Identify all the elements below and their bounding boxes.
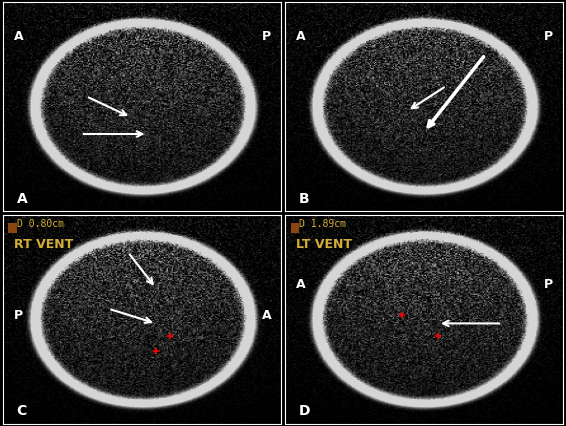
Text: P: P <box>544 278 553 291</box>
Text: B: B <box>299 192 310 206</box>
Text: D: D <box>299 405 311 418</box>
Text: A: A <box>17 192 28 206</box>
Text: A: A <box>296 278 306 291</box>
Text: D 1.89cm: D 1.89cm <box>299 219 346 229</box>
Text: A: A <box>261 309 271 322</box>
Text: A: A <box>14 30 24 43</box>
Text: LT VENT: LT VENT <box>296 238 352 251</box>
Bar <box>8 223 17 233</box>
Text: A: A <box>296 30 306 43</box>
Text: D 0.80cm: D 0.80cm <box>17 219 64 229</box>
Bar <box>291 223 299 233</box>
Text: C: C <box>17 405 27 418</box>
Text: P: P <box>261 30 271 43</box>
Text: P: P <box>544 30 553 43</box>
Text: P: P <box>14 309 23 322</box>
Text: RT VENT: RT VENT <box>14 238 73 251</box>
